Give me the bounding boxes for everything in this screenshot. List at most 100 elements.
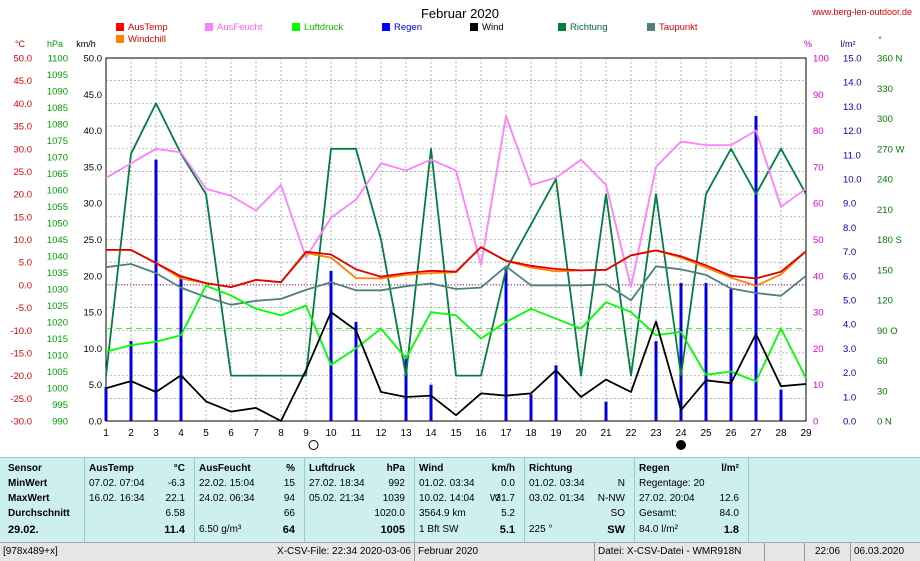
ausfeucht-today: 64 [282,524,295,536]
richtung-min-time: 01.02. 03:34 [529,478,585,489]
bar-regen [754,116,758,421]
tick-label-x: 22 [625,428,637,439]
tick-label-humidity: 80 [813,126,824,137]
legend-label-taupunkt: Taupunkt [659,22,698,33]
tick-label-rain: 5.0 [843,296,856,307]
tick-label-humidity: 20 [813,344,824,355]
tick-label-rain: 7.0 [843,247,856,258]
status-bar: [978x489+x] X-CSV-File: 22:34 2020-03-06… [0,542,920,561]
tick-label-rain: 8.0 [843,223,856,234]
tick-label-pressure: 1040 [47,252,68,263]
tick-label-humidity: 30 [813,308,824,319]
series-line-ausfeucht [105,115,807,288]
tick-label-rain: 11.0 [843,150,861,161]
tick-label-direction: 210 [877,205,893,216]
tick-label-rain: 10.0 [843,175,862,186]
ausfeucht-today-abs: 6.50 g/m³ [199,524,242,535]
tick-label-rain: 3.0 [843,344,856,355]
luftdruck-min-time: 27.02. 18:34 [309,478,365,489]
tick-label-temp: 50.0 [14,54,33,65]
tick-label-x: 6 [228,428,234,439]
austemp-today: 11.4 [164,524,185,536]
tick-label-temp: -25.0 [10,394,32,405]
tick-label-humidity: 70 [813,162,824,173]
regen-today-total: 84.0 l/m² [639,524,678,535]
bar-regen [329,270,333,421]
bar-regen [179,275,183,421]
tick-label-pressure: 1030 [47,285,68,296]
full-moon-icon [308,440,319,450]
status-date: 06.03.2020 [850,543,920,561]
tick-label-temp: -5.0 [16,303,32,314]
regen-today: 1.8 [723,524,739,536]
legend-swatch-richtung [558,23,566,31]
weather-chart: Februar 2020 www.berg-len-outdoor.de °C … [10,6,912,450]
legend-swatch-regen [382,23,390,31]
legend-label-austemp: AusTemp [128,22,168,33]
tick-label-pressure: 1055 [47,202,68,213]
tick-label-x: 13 [400,428,412,439]
tick-label-temp: 10.0 [14,235,33,246]
tick-label-wind: 30.0 [84,199,103,210]
legend-swatch-austemp [116,23,124,31]
col-empty [748,458,920,542]
tick-label-humidity: 50 [813,235,824,246]
header-regen: Regen [639,463,670,474]
tick-label-direction: 120 [877,296,893,307]
header-ausfeucht: AusFeucht [199,463,251,474]
wind-max: 31.7 [495,493,515,504]
tick-label-direction: 330 [877,84,893,95]
source-link[interactable]: www.berg-len-outdoor.de [811,7,912,17]
tick-label-x: 17 [500,428,512,439]
luftdruck-min: 992 [388,478,405,489]
tick-label-pressure: 1045 [47,235,68,246]
unit-austemp: °C [173,463,185,474]
tick-label-rain: 13.0 [843,102,862,113]
regen-max: 12.6 [719,493,739,504]
bar-regen [729,287,733,421]
chart-title: Februar 2020 [421,6,499,21]
tick-label-x: 27 [750,428,762,439]
stats-table: Sensor MinWert MaxWert Durchschnitt 29.0… [0,457,920,542]
tick-label-x: 28 [775,428,787,439]
tick-label-pressure: 990 [52,417,68,428]
tick-label-temp: -20.0 [10,371,32,382]
tick-label-rain: 15.0 [843,54,862,65]
bar-regen [154,159,158,421]
x-axis-labels: 1 2 3 4 5 6 7 8 9 10 11 12 13 14 15 16 17 18 19 20 21 22 23 24 2… [103,428,812,439]
tick-label-humidity: 60 [813,199,824,210]
tick-label-x: 23 [650,428,662,439]
row-label-sensor: Sensor [8,463,42,474]
tick-label-direction: 300 [877,114,893,125]
header-wind: Wind [419,463,444,474]
row-label-today: 29.02. [8,524,39,536]
luftdruck-avg: 1020.0 [374,508,405,519]
series-lines [105,102,807,422]
row-label-avg: Durchschnitt [8,508,70,519]
tick-label-x: 14 [425,428,437,439]
bar-regen [404,355,408,421]
tick-label-x: 16 [475,428,487,439]
tick-label-temp: 15.0 [14,212,33,223]
bar-regen [429,384,433,421]
legend-swatch-wind [470,23,478,31]
col-richtung: Richtung 01.02. 03:34 N 03.02. 01:34 N-N… [524,458,631,542]
richtung-max-time: 03.02. 01:34 [529,493,585,504]
unit-wind: km/h [491,463,515,474]
wind-min: 0.0 [501,478,515,489]
series-line-wind [105,311,807,422]
tick-label-pressure: 995 [52,400,68,411]
header-richtung: Richtung [529,463,573,474]
bar-regen [654,341,658,421]
tick-label-x: 20 [575,428,587,439]
series-line-austemp [106,246,807,289]
legend-label-ausfeucht: AusFeucht [217,22,263,33]
tick-label-humidity: 90 [813,90,824,101]
axis-header-humidity: % [804,39,812,49]
axis-header-temp: °C [15,39,26,49]
ausfeucht-max-time: 24.02. 06:34 [199,493,255,504]
tick-label-pressure: 1100 [48,54,68,65]
tick-label-temp: 25.0 [14,167,33,178]
tick-label-rain: 1.0 [843,392,856,403]
richtung-today-deg: 225 ° [529,524,553,535]
